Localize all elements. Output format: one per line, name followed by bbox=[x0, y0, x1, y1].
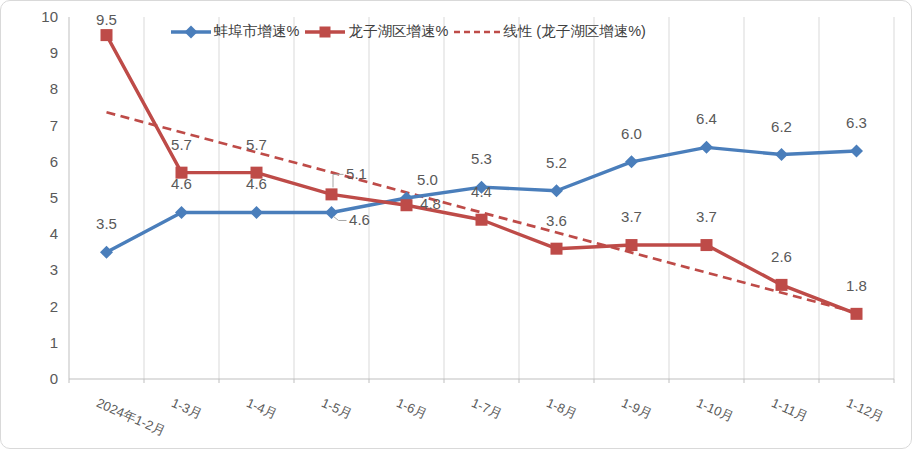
legend: 蚌埠市增速% 龙子湖区增速% 线性 (龙子湖区增速%) bbox=[171, 22, 652, 41]
data-label: 6.2 bbox=[771, 118, 792, 135]
legend-item-trend[interactable]: 线性 (龙子湖区增速%) bbox=[454, 22, 646, 41]
data-label: 3.5 bbox=[96, 215, 117, 232]
y-tick-label: 5 bbox=[50, 189, 58, 206]
legend-label: 蚌埠市增速% bbox=[214, 22, 299, 41]
y-tick-label: 9 bbox=[50, 44, 58, 61]
marker-diamond bbox=[175, 206, 188, 219]
marker-square bbox=[326, 188, 338, 200]
marker-square bbox=[701, 239, 713, 251]
data-label: 6.0 bbox=[621, 125, 642, 142]
x-category-label: 1-9月 bbox=[619, 395, 654, 422]
plot-area: 0 1 2 3 4 5 6 7 8 9 10 2024年1-2月1-3月 1-4月 1-5月 1-6月 1-7… bbox=[1, 1, 912, 449]
legend-label: 线性 (龙子湖区增速%) bbox=[503, 22, 646, 41]
data-label: 5.0 bbox=[417, 171, 438, 188]
data-label: 4.8 bbox=[420, 195, 441, 212]
x-category-label: 1-7月 bbox=[469, 395, 504, 422]
marker-diamond bbox=[100, 246, 113, 259]
x-category-label: 2024年1-2月 bbox=[94, 395, 167, 439]
marker-square bbox=[101, 29, 113, 41]
y-tick-label: 7 bbox=[50, 117, 58, 134]
data-label: 4.6 bbox=[246, 175, 267, 192]
data-label: 3.7 bbox=[696, 208, 717, 225]
marker-square bbox=[551, 243, 563, 255]
data-label: 5.7 bbox=[246, 136, 267, 153]
y-tick-label: 6 bbox=[50, 153, 58, 170]
y-tick-label: 3 bbox=[50, 261, 58, 278]
label-leader bbox=[333, 174, 344, 187]
x-category-label: 1-8月 bbox=[544, 395, 579, 422]
y-tick-label: 1 bbox=[50, 334, 58, 351]
marker-square bbox=[776, 279, 788, 291]
legend-item-longzihu[interactable]: 龙子湖区增速% bbox=[305, 22, 448, 41]
x-category-label: 1-11月 bbox=[769, 395, 810, 424]
x-category-label: 1-12月 bbox=[844, 395, 886, 425]
y-tick-label: 0 bbox=[50, 370, 58, 387]
marker-square bbox=[401, 199, 413, 211]
data-label: 3.7 bbox=[621, 208, 642, 225]
marker-diamond bbox=[775, 148, 788, 161]
marker-diamond bbox=[325, 206, 338, 219]
x-category-label: 1-5月 bbox=[319, 395, 354, 422]
marker-diamond bbox=[850, 144, 863, 157]
marker-square bbox=[851, 308, 863, 320]
data-label: 4.4 bbox=[471, 183, 492, 200]
marker-diamond bbox=[250, 206, 263, 219]
data-label: 9.5 bbox=[96, 11, 117, 28]
data-label: 2.6 bbox=[771, 248, 792, 265]
line-chart: 0 1 2 3 4 5 6 7 8 9 10 2024年1-2月1-3月 1-4月 1-5月 1-6月 1-7… bbox=[0, 0, 912, 449]
data-label: 5.3 bbox=[471, 150, 492, 167]
legend-line-sample bbox=[171, 25, 211, 39]
data-label: 5.2 bbox=[546, 154, 567, 171]
marker-square bbox=[626, 239, 638, 251]
legend-dash-sample bbox=[454, 25, 500, 39]
marker-square bbox=[476, 214, 488, 226]
data-label: 5.7 bbox=[171, 136, 192, 153]
data-label: 4.6 bbox=[171, 175, 192, 192]
data-label: 6.4 bbox=[696, 110, 717, 127]
x-category-label: 1-10月 bbox=[694, 395, 736, 425]
data-label: 4.6 bbox=[349, 211, 370, 228]
y-tick-label: 4 bbox=[50, 225, 58, 242]
label-leader bbox=[334, 216, 347, 220]
data-label: 1.8 bbox=[846, 277, 867, 294]
y-tick-label: 10 bbox=[41, 8, 58, 25]
data-label: 3.6 bbox=[546, 212, 567, 229]
legend-item-bengbu[interactable]: 蚌埠市增速% bbox=[171, 22, 299, 41]
x-category-label: 1-6月 bbox=[394, 395, 429, 422]
marker-diamond bbox=[550, 184, 563, 197]
y-tick-label: 8 bbox=[50, 80, 58, 97]
y-tick-label: 2 bbox=[50, 298, 58, 315]
x-category-label: 1-4月 bbox=[244, 395, 279, 422]
legend-label: 龙子湖区增速% bbox=[348, 22, 448, 41]
legend-line-sample bbox=[305, 25, 345, 39]
x-category-label: 1-3月 bbox=[169, 395, 204, 422]
data-label: 6.3 bbox=[846, 114, 867, 131]
marker-diamond bbox=[700, 141, 713, 154]
data-label: 5.1 bbox=[346, 165, 367, 182]
marker-diamond bbox=[625, 155, 638, 168]
